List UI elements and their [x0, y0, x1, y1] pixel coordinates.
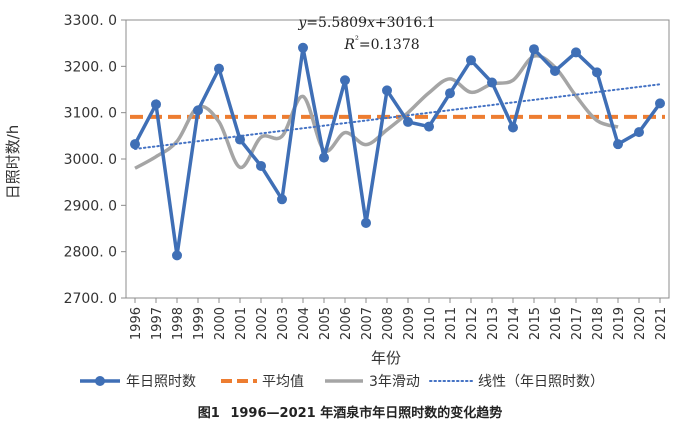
annual-sunshine-point — [466, 55, 476, 66]
x-tick-label: 2007 — [360, 307, 375, 340]
moving-average-line — [134, 53, 619, 170]
annual-sunshine-point — [340, 75, 350, 86]
annual-sunshine-point — [550, 65, 560, 76]
series-group — [130, 42, 665, 261]
annual-sunshine-point — [424, 121, 434, 132]
x-tick-label: 2011 — [444, 307, 459, 340]
x-tick-label: 2010 — [423, 307, 438, 340]
annual-sunshine-point — [172, 250, 182, 261]
x-tick-label: 2021 — [654, 307, 669, 340]
y-tick-label: 2900. 0 — [64, 198, 117, 214]
annual-sunshine-point — [277, 194, 287, 205]
y-tick-label: 2800. 0 — [64, 245, 117, 261]
annual-sunshine-point — [130, 139, 140, 150]
figure-caption-text: 1996—2021 年酒泉市年日照时数的变化趋势 — [230, 406, 503, 421]
legend-label: 3年滑动 — [369, 373, 420, 390]
annual-sunshine-point — [655, 98, 665, 109]
y-tick-label: 3000. 0 — [64, 152, 117, 168]
annual-sunshine-point — [403, 116, 413, 127]
x-tick-label: 2012 — [465, 307, 480, 340]
annual-sunshine-point — [571, 47, 581, 58]
regression-equation: y=5.5809x+3016.1 — [297, 15, 435, 31]
y-tick-label: 3200. 0 — [64, 59, 117, 75]
legend-swatch-marker — [95, 376, 105, 386]
x-tick-label: 1996 — [129, 307, 144, 340]
annual-sunshine-point — [508, 122, 518, 133]
x-tick-label: 2014 — [507, 307, 522, 340]
annual-sunshine-point — [361, 217, 371, 228]
legend-label: 线性（年日照时数） — [478, 374, 604, 390]
x-tick-label: 2005 — [318, 307, 333, 340]
x-tick-label: 2013 — [486, 307, 501, 340]
annual-sunshine-point — [529, 44, 539, 55]
legend-label: 平均值 — [262, 374, 304, 390]
annual-sunshine-point — [319, 152, 329, 163]
y-tick-label: 3100. 0 — [64, 106, 117, 122]
x-tick-label: 2006 — [339, 307, 354, 340]
annual-sunshine-point — [235, 134, 245, 145]
x-tick-label: 1997 — [150, 307, 165, 340]
x-tick-label: 2000 — [213, 307, 228, 340]
annual-sunshine-line — [133, 45, 662, 256]
axes: 2700. 0 2800. 0 2900. 0 3000. 0 3100. 0 3200.… — [64, 13, 670, 340]
legend-item: 线性（年日照时数） — [429, 374, 604, 390]
annual-sunshine-point — [193, 105, 203, 116]
legend-label: 年日照时数 — [126, 374, 196, 390]
x-tick-label: 1998 — [171, 307, 186, 340]
legend: 年日照时数 平均值 3年滑动 线性（年日照时数） — [80, 373, 604, 390]
x-tick-label: 2020 — [633, 307, 648, 340]
sunshine-line-chart: 2700. 0 2800. 0 2900. 0 3000. 0 3100. 0 3200.… — [4, 13, 670, 390]
x-tick-label: 2018 — [591, 307, 606, 340]
annual-sunshine-point — [445, 88, 455, 99]
x-tick-label: 2004 — [297, 307, 312, 340]
r-squared-label: R²=0.1378 — [343, 35, 419, 53]
trend-line — [134, 83, 661, 150]
y-tick-label: 2700. 0 — [64, 291, 117, 307]
legend-item: 年日照时数 — [80, 374, 196, 390]
x-tick-label: 2019 — [612, 307, 627, 340]
annual-sunshine-point — [592, 67, 602, 78]
x-tick-label: 2003 — [276, 307, 291, 340]
annual-sunshine-point — [256, 160, 266, 171]
annual-sunshine-point — [634, 127, 644, 138]
x-tick-label: 1999 — [192, 307, 207, 340]
legend-item: 平均值 — [221, 374, 304, 390]
annual-sunshine-point — [487, 77, 497, 88]
legend-item: 3年滑动 — [325, 373, 420, 390]
x-tick-label: 2002 — [255, 307, 270, 340]
x-tick-label: 2015 — [528, 307, 543, 340]
annual-sunshine-point — [613, 139, 623, 150]
x-tick-label: 2009 — [402, 307, 417, 340]
annual-sunshine-point — [214, 63, 224, 74]
annual-sunshine-point — [298, 42, 308, 53]
x-tick-label: 2016 — [549, 307, 564, 340]
figure-caption: 图1 1996—2021 年酒泉市年日照时数的变化趋势 — [0, 402, 700, 421]
x-axis-title: 年份 — [371, 349, 401, 367]
figure-caption-label: 图1 — [197, 406, 220, 421]
x-tick-label: 2017 — [570, 307, 585, 340]
y-axis-title: 日照时数/h — [4, 125, 22, 200]
x-tick-label: 2001 — [234, 307, 249, 340]
annual-sunshine-point — [151, 99, 161, 110]
y-tick-label: 3300. 0 — [64, 13, 117, 29]
x-tick-label: 2008 — [381, 307, 396, 340]
annual-sunshine-point — [382, 85, 392, 96]
